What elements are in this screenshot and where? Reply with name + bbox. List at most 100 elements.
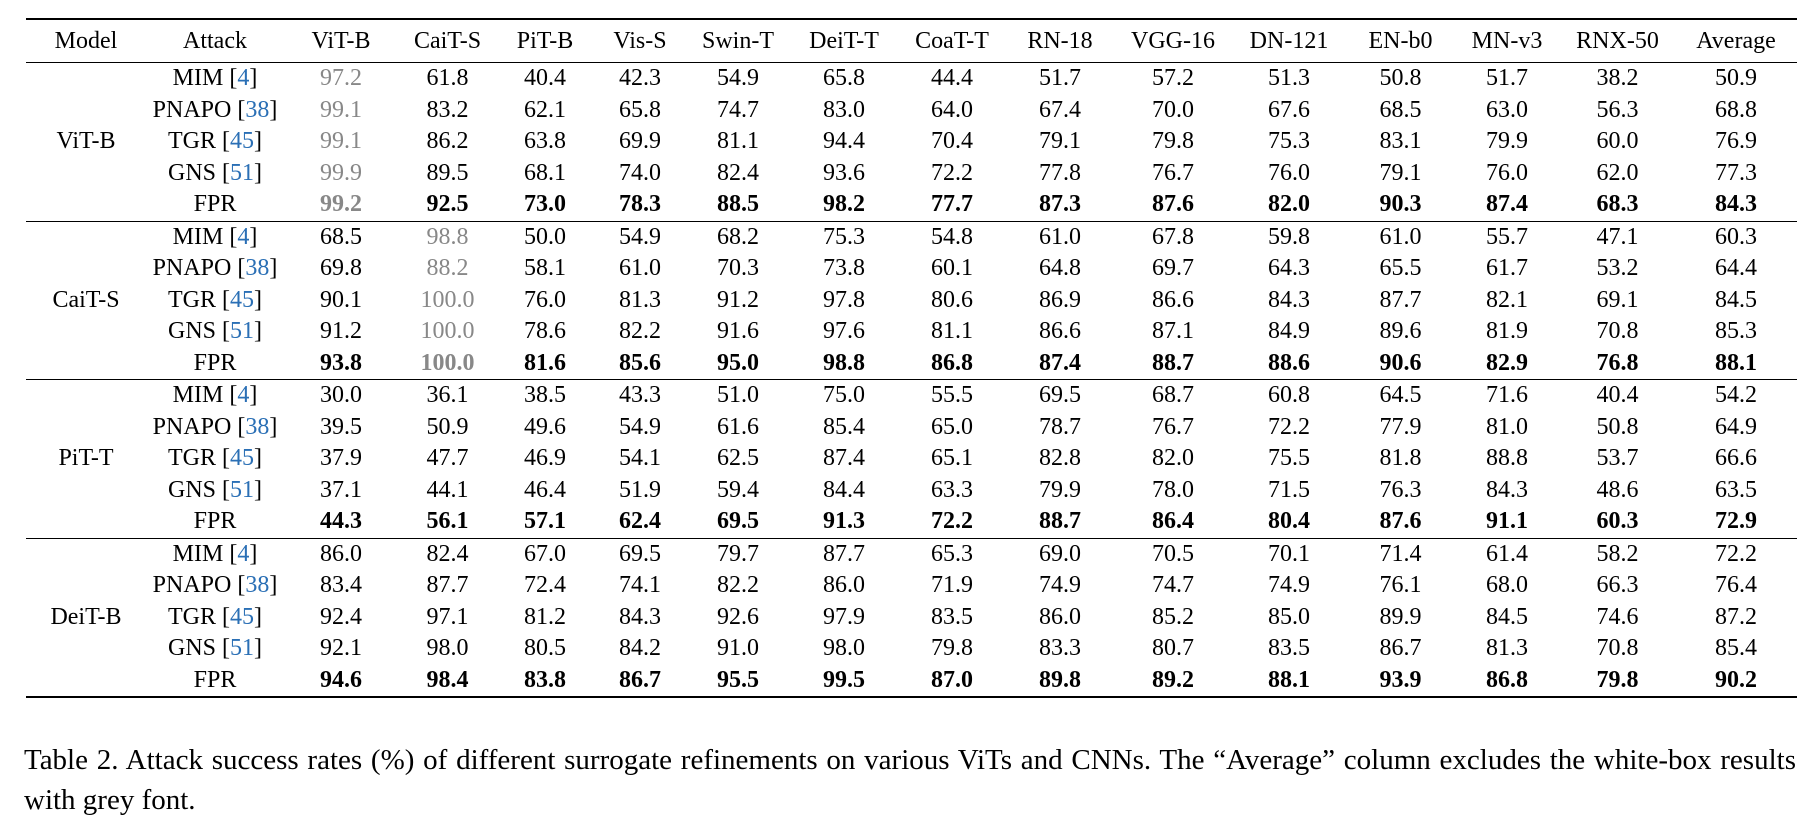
attack-name: GNS: [167, 635, 216, 662]
value-cell: 86.0: [823, 572, 865, 599]
value-cell: 87.4: [1039, 349, 1081, 376]
value-cell: 97.8: [823, 286, 865, 313]
value-cell: 79.9: [1039, 476, 1081, 503]
attack-cell: FPR: [146, 189, 284, 221]
column-header: CaiT-S: [413, 27, 482, 54]
column-header: MN-v3: [1471, 27, 1543, 54]
value-cell: 60.0: [1596, 128, 1639, 155]
value-cell: 76.8: [1596, 349, 1639, 376]
value-cell: 72.9: [1715, 508, 1757, 535]
value-cell: 75.3: [823, 223, 865, 250]
value-cell: 75.5: [1268, 445, 1310, 472]
value-cell: 37.1: [320, 476, 362, 503]
value-cell: 84.3: [1268, 286, 1310, 313]
value-cell: 76.3: [1379, 476, 1422, 503]
attack-cell: TGR [45]: [146, 602, 284, 634]
value-cell: 91.2: [320, 318, 362, 345]
value-cell: 84.2: [619, 635, 661, 662]
column-header: EN-b0: [1368, 27, 1433, 54]
value-cell: 71.9: [931, 572, 973, 599]
attack-name: GNS: [167, 476, 216, 503]
value-cell: 68.5: [1379, 96, 1422, 123]
value-cell: 87.4: [1486, 191, 1528, 218]
value-cell: 50.0: [524, 223, 566, 250]
value-cell: 68.0: [1486, 572, 1528, 599]
value-cell: 63.8: [524, 128, 566, 155]
attack-cell: GNS [51]: [146, 158, 284, 190]
value-cell: 50.9: [426, 413, 469, 440]
citation: [4]: [229, 540, 258, 567]
value-cell: 78.7: [1039, 413, 1081, 440]
value-cell: 83.3: [1039, 635, 1081, 662]
attack-name: MIM: [172, 223, 224, 250]
value-cell: 84.3: [1486, 476, 1528, 503]
value-cell: 81.1: [931, 318, 973, 345]
value-cell: 87.7: [426, 572, 469, 599]
table-row: GNS [51] 91.2 100.0 78.6 82.2 91.6 97.6 81.1 86.…: [26, 316, 1797, 348]
value-cell: 56.1: [426, 508, 469, 535]
table-row: PNAPO [38] 83.4 87.7 72.4 74.1 82.2 86.0 71.9 74…: [26, 570, 1797, 602]
value-cell: 88.2: [426, 255, 469, 282]
value-cell: 77.8: [1039, 159, 1081, 186]
value-cell: 73.0: [524, 191, 566, 218]
value-cell: 53.2: [1596, 255, 1639, 282]
value-cell: 86.8: [1486, 666, 1528, 693]
value-cell: 97.9: [823, 603, 865, 630]
attack-cell: GNS [51]: [146, 475, 284, 507]
value-cell: 87.4: [823, 445, 865, 472]
value-cell: 64.4: [1715, 255, 1757, 282]
value-cell: 61.0: [619, 255, 661, 282]
value-cell: 84.9: [1268, 318, 1310, 345]
value-cell: 91.0: [717, 635, 759, 662]
value-cell: 74.1: [619, 572, 661, 599]
value-cell: 61.0: [1039, 223, 1081, 250]
value-cell: 97.2: [320, 65, 362, 92]
value-cell: 66.6: [1715, 445, 1757, 472]
value-cell: 88.7: [1039, 508, 1081, 535]
value-cell: 95.0: [717, 349, 759, 376]
table-row: FPR 44.3 56.1 57.1 62.4 69.5 91.3 72.2 88.7 86.4 8…: [26, 506, 1797, 538]
column-header: Average: [1696, 27, 1776, 54]
value-cell: 62.5: [717, 445, 759, 472]
value-cell: 69.1: [1596, 286, 1639, 313]
model-cell: PiT-T: [58, 445, 114, 472]
citation: [4]: [229, 382, 258, 409]
value-cell: 87.3: [1039, 191, 1081, 218]
value-cell: 79.7: [717, 540, 759, 567]
value-cell: 36.1: [426, 382, 469, 409]
column-header: DN-121: [1249, 27, 1329, 54]
value-cell: 82.0: [1268, 191, 1310, 218]
value-cell: 99.1: [320, 96, 362, 123]
value-cell: 60.1: [931, 255, 973, 282]
value-cell: 86.2: [426, 128, 469, 155]
model-group: PiT-T MIM [4] 30.0 36.1 38.5 43.3 51.0 75.0 55.5…: [26, 380, 1797, 538]
value-cell: 38.2: [1596, 65, 1639, 92]
value-cell: 68.2: [717, 223, 759, 250]
value-cell: 83.8: [524, 666, 566, 693]
table-row: PNAPO [38] 69.8 88.2 58.1 61.0 70.3 73.8 60.1 64…: [26, 253, 1797, 285]
value-cell: 54.2: [1715, 382, 1757, 409]
value-cell: 67.0: [524, 540, 566, 567]
value-cell: 92.5: [426, 191, 469, 218]
value-cell: 98.8: [426, 223, 469, 250]
column-header: CoaT-T: [915, 27, 989, 54]
attack-cell: MIM [4]: [146, 380, 284, 412]
attack-name: PNAPO: [152, 572, 232, 599]
table-row: TGR [45] 37.9 47.7 46.9 54.1 62.5 87.4 65.1 82.8…: [26, 443, 1797, 475]
value-cell: 70.8: [1596, 635, 1639, 662]
value-cell: 54.8: [931, 223, 973, 250]
value-cell: 85.0: [1268, 603, 1310, 630]
citation: [38]: [237, 572, 278, 599]
value-cell: 62.1: [524, 96, 566, 123]
attack-name: MIM: [172, 540, 224, 567]
citation: [4]: [229, 65, 258, 92]
value-cell: 71.4: [1379, 540, 1422, 567]
table-row: TGR [45] 92.4 97.1 81.2 84.3 92.6 97.9 83.5 86.0…: [26, 602, 1797, 634]
value-cell: 57.2: [1152, 65, 1194, 92]
value-cell: 59.4: [717, 476, 759, 503]
value-cell: 82.0: [1152, 445, 1194, 472]
value-cell: 85.2: [1152, 603, 1194, 630]
attack-name: FPR: [193, 508, 237, 535]
value-cell: 99.9: [320, 159, 362, 186]
value-cell: 90.3: [1379, 191, 1422, 218]
